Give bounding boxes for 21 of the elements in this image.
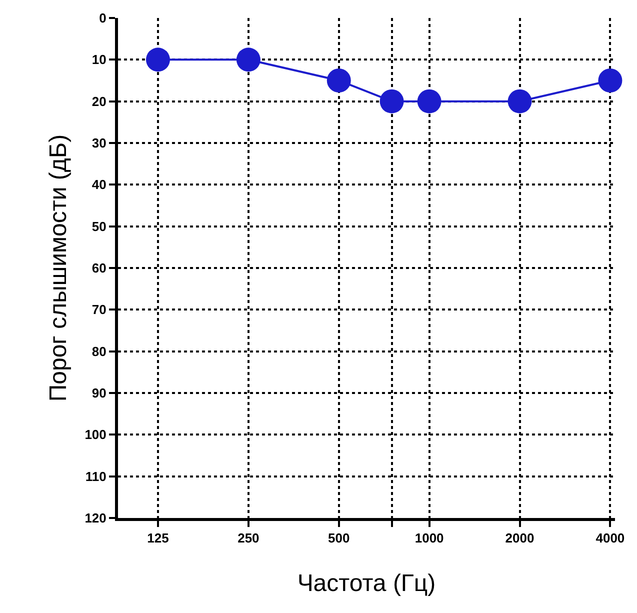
y-tick-label: 0 — [99, 10, 106, 26]
y-tick-label: 90 — [92, 386, 106, 401]
y-tick-label: 110 — [85, 468, 106, 484]
y-tick-label: 120 — [84, 510, 106, 526]
x-tick-label: 250 — [238, 530, 260, 546]
y-tick-label: 40 — [92, 177, 106, 192]
x-tick-label: 500 — [328, 530, 350, 546]
y-tick-label: 50 — [92, 218, 106, 234]
y-tick-label: 80 — [92, 344, 106, 359]
y-tick-label: 10 — [92, 52, 106, 68]
y-tick-label: 60 — [92, 260, 106, 276]
x-tick-label: 4000 — [596, 530, 625, 546]
x-axis-title: Частота (Гц) — [297, 570, 436, 597]
x-tick-label: 2000 — [505, 530, 534, 546]
y-tick-label: 100 — [84, 427, 106, 442]
y-tick-label: 70 — [92, 302, 106, 318]
x-tick-label: 125 — [147, 530, 169, 546]
x-tick-label: 1000 — [414, 530, 444, 546]
y-tick-label: 20 — [92, 94, 106, 109]
y-tick-label: 30 — [92, 136, 106, 151]
y-axis-title: Порог слышимости (дБ) — [44, 134, 72, 402]
